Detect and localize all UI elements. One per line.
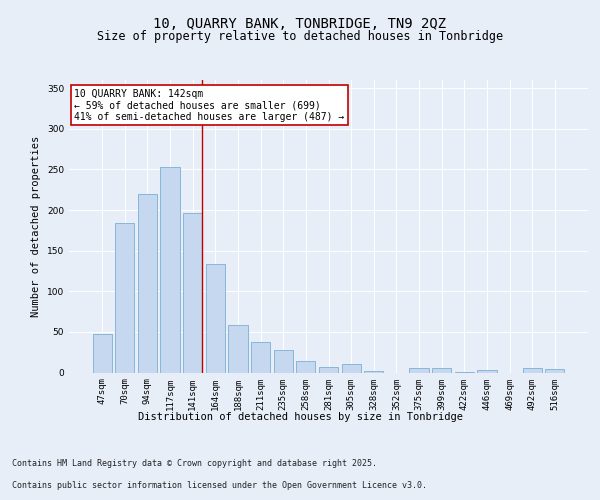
Bar [138,194,157,372]
Text: Distribution of detached houses by size in Tonbridge: Distribution of detached houses by size … [137,412,463,422]
Bar [229,326,248,372]
Bar [183,213,202,372]
Bar [251,342,270,372]
Text: 10, QUARRY BANK, TONBRIDGE, TN9 2QZ: 10, QUARRY BANK, TONBRIDGE, TN9 2QZ [154,18,446,32]
Bar [160,167,180,372]
Bar [341,364,361,372]
Bar [432,368,451,372]
Bar [523,368,542,372]
Bar [364,371,383,372]
Bar [115,223,134,372]
Bar [477,370,497,372]
Text: Size of property relative to detached houses in Tonbridge: Size of property relative to detached ho… [97,30,503,43]
Bar [319,367,338,372]
Text: Contains public sector information licensed under the Open Government Licence v3: Contains public sector information licen… [12,481,427,490]
Bar [545,369,565,372]
Bar [274,350,293,372]
Bar [206,264,225,372]
Text: 10 QUARRY BANK: 142sqm
← 59% of detached houses are smaller (699)
41% of semi-de: 10 QUARRY BANK: 142sqm ← 59% of detached… [74,89,344,122]
Bar [296,361,316,372]
Y-axis label: Number of detached properties: Number of detached properties [31,136,41,317]
Bar [409,368,428,372]
Text: Contains HM Land Registry data © Crown copyright and database right 2025.: Contains HM Land Registry data © Crown c… [12,458,377,468]
Bar [92,334,112,372]
